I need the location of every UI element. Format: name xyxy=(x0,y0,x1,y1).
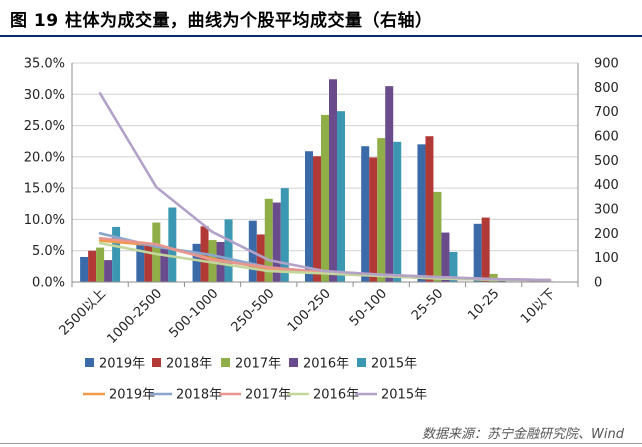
bar xyxy=(136,244,145,282)
bar xyxy=(433,191,442,282)
bar xyxy=(256,234,265,282)
legend-label: 2019年 xyxy=(109,388,155,403)
y-right-tick-label: 500 xyxy=(594,154,619,169)
y-right-tick-label: 400 xyxy=(594,178,619,193)
page-title: 图 19 柱体为成交量，曲线为个股平均成交量（右轴） xyxy=(10,11,433,31)
bar xyxy=(192,243,201,282)
legend-label: 2018年 xyxy=(176,388,222,403)
x-tick-label: 10以下 xyxy=(518,286,559,327)
title-divider xyxy=(0,35,642,37)
y-left-tick-label: 15.0% xyxy=(24,182,65,197)
y-right-tick-label: 300 xyxy=(594,203,619,218)
bar xyxy=(473,223,482,282)
y-right-tick-label: 100 xyxy=(594,251,619,266)
legend: 2019年 2018年 2017年 2016年 2015年 2019年 2018年 2017年… xyxy=(83,357,427,403)
bar xyxy=(96,247,105,282)
y-left-tick-label: 25.0% xyxy=(24,119,65,134)
bar xyxy=(425,136,434,282)
legend-label: 2016年 xyxy=(303,357,349,372)
bar xyxy=(80,256,89,282)
bar xyxy=(144,245,153,282)
bar xyxy=(417,144,426,282)
legend-swatch xyxy=(289,358,298,367)
y-left-tick-label: 30.0% xyxy=(24,88,65,103)
y-right-tick-label: 0 xyxy=(594,276,602,291)
source-note: 数据来源：苏宁金融研究院、Wind xyxy=(422,427,624,442)
bar xyxy=(112,226,121,282)
x-tick-label: 25-50 xyxy=(409,286,446,323)
legend-swatch xyxy=(152,358,161,367)
y-left-tick-label: 35.0% xyxy=(24,57,65,72)
bar xyxy=(88,250,97,282)
bar xyxy=(152,222,161,282)
bar xyxy=(377,138,386,282)
bar xyxy=(272,202,281,282)
y-right-tick-label: 200 xyxy=(594,227,619,242)
bottom-divider xyxy=(0,443,642,444)
bar xyxy=(497,280,506,282)
y-left-tick-label: 10.0% xyxy=(24,213,65,228)
legend-swatch xyxy=(85,358,94,367)
series-line xyxy=(98,92,552,282)
legend-swatch xyxy=(357,358,366,367)
bar xyxy=(393,141,402,282)
bar xyxy=(449,251,458,282)
bar xyxy=(313,156,321,282)
x-tick-label: 250-500 xyxy=(229,286,278,335)
bar xyxy=(529,280,538,282)
y-left-tick-label: 20.0% xyxy=(24,150,65,165)
legend-label: 2015年 xyxy=(381,388,427,403)
bar xyxy=(329,79,337,282)
x-tick-label: 50-100 xyxy=(347,286,390,329)
y-right-tick-label: 700 xyxy=(594,105,619,120)
bar xyxy=(280,188,289,282)
lines xyxy=(98,92,552,282)
bar xyxy=(321,114,329,282)
legend-label: 2016年 xyxy=(313,388,359,403)
legend-label: 2017年 xyxy=(245,388,291,403)
bar xyxy=(264,198,273,282)
x-tick-label: 100-250 xyxy=(285,286,334,335)
y-left-tick-label: 5.0% xyxy=(32,244,65,259)
legend-label: 2017年 xyxy=(235,357,281,372)
y-right-tick-label: 900 xyxy=(594,57,619,72)
bar xyxy=(160,247,169,282)
bar xyxy=(305,151,313,282)
bar xyxy=(441,232,450,282)
legend-label: 2015年 xyxy=(371,357,417,372)
bar xyxy=(168,207,177,282)
bar xyxy=(481,217,490,282)
y-right-tick-label: 800 xyxy=(594,81,619,96)
y-right-tick-label: 600 xyxy=(594,130,619,145)
x-tick-label: 500-1000 xyxy=(167,286,222,341)
x-tick-label: 1000-2500 xyxy=(104,286,165,347)
legend-label: 2018年 xyxy=(166,357,212,372)
x-tick-label: 2500以上 xyxy=(57,286,109,338)
x-tick-label: 10-25 xyxy=(465,286,502,323)
legend-label: 2019年 xyxy=(99,357,145,372)
bar xyxy=(385,86,394,282)
legend-swatch xyxy=(221,358,230,367)
bar xyxy=(104,260,113,282)
bar xyxy=(369,157,378,282)
bar xyxy=(224,219,233,282)
y-left-tick-label: 0.0% xyxy=(32,276,65,291)
bar xyxy=(361,146,370,282)
bar xyxy=(337,111,345,283)
